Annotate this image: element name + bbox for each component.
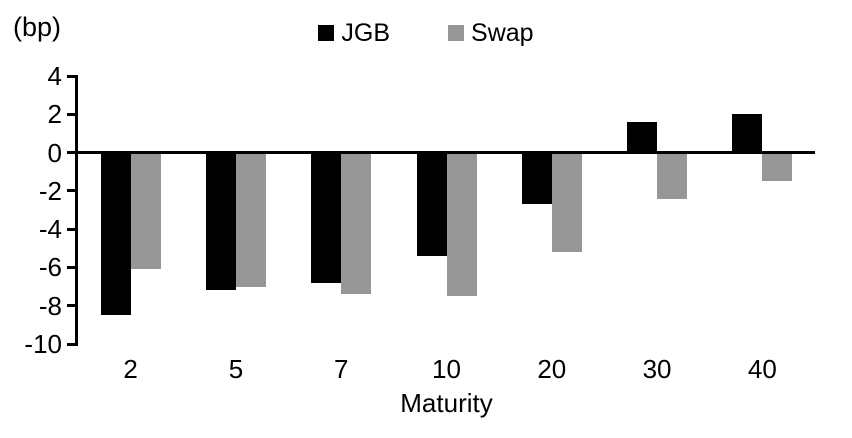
bar-jgb-20 [521,152,552,205]
y-axis-unit-label: (bp) [13,12,62,42]
x-axis-tick-label: 40 [747,354,777,384]
legend-item-jgb: JGB [318,20,390,46]
bar-jgb-40 [732,114,763,153]
x-axis-tick-label: 20 [537,354,567,384]
legend-label: Swap [471,19,534,47]
legend-swatch-icon [448,25,465,41]
y-axis-tick [67,227,78,231]
y-axis-tick-label: -2 [38,175,62,206]
y-axis-tick [67,342,78,346]
bar-swap-10 [446,152,477,297]
y-axis-tick [67,74,78,78]
bar-jgb-10 [416,152,447,256]
x-axis-title: Maturity [400,388,493,418]
y-axis-tick-label: 0 [47,137,62,168]
y-axis-tick-label: -6 [38,252,62,283]
bar-jgb-30 [627,121,658,153]
y-axis-tick [67,265,78,269]
x-axis-tick-label: 30 [642,354,672,384]
y-axis-tick-label: -4 [38,214,62,245]
y-axis-tick [67,189,78,193]
legend-label: JGB [341,19,391,47]
y-axis-tick-label: 4 [47,61,62,91]
chart-legend: JGB Swap [0,20,852,46]
bar-swap-7 [341,152,372,295]
y-axis-tick [67,151,78,155]
y-axis-tick-label: -10 [24,329,62,359]
bar-swap-30 [657,152,688,199]
bar-swap-40 [762,152,793,182]
y-axis-tick-label: 2 [47,99,62,130]
y-axis-tick [67,112,78,116]
y-axis-tick [67,304,78,308]
x-axis-tick-label: 7 [333,354,349,384]
bar-swap-2 [130,152,161,270]
bar-jgb-5 [205,152,236,291]
legend-item-swap: Swap [448,20,534,46]
x-axis-tick-label: 5 [228,354,244,384]
bar-jgb-7 [311,152,342,283]
bar-jgb-2 [100,152,131,316]
legend-swatch-icon [318,25,335,41]
y-axis-tick-label: -8 [38,290,62,321]
bar-swap-5 [235,152,266,287]
zero-axis-line [78,151,815,155]
y-axis-line [75,74,78,346]
x-axis-tick-label: 2 [123,354,138,384]
bar-swap-20 [551,152,582,253]
x-axis-tick-label: 10 [432,354,461,384]
